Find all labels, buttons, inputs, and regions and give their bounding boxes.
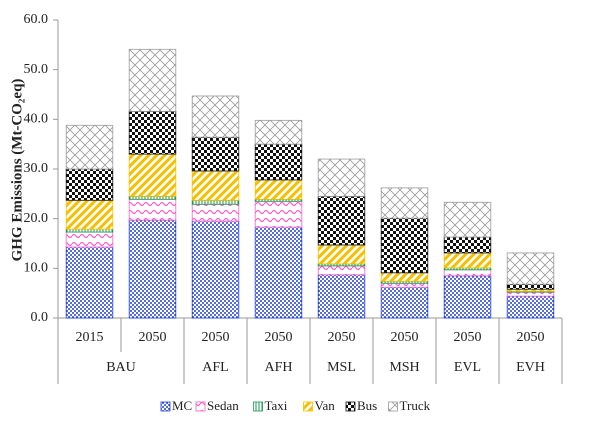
x-tick-label: 2050	[328, 330, 356, 345]
bar-segment	[317, 195, 366, 246]
bar-segment	[317, 265, 366, 276]
bar-segment	[191, 203, 240, 222]
legend-swatch	[160, 401, 171, 412]
bar-segment	[254, 226, 303, 319]
bar-segment	[317, 274, 366, 319]
bar-segment	[191, 170, 240, 201]
y-tick-label: 30.0	[24, 161, 49, 176]
bar-segment	[254, 143, 303, 181]
bar-segment	[128, 198, 177, 221]
x-tick-label: 2050	[139, 330, 167, 345]
bar-segment	[506, 295, 555, 319]
bar-segment	[380, 282, 429, 288]
bar-segment	[506, 291, 555, 297]
bar-segment	[380, 272, 429, 282]
bar-segment	[128, 195, 177, 200]
bar-segment	[506, 283, 555, 290]
y-tick-label: 60.0	[24, 12, 49, 27]
group-label: AFH	[264, 360, 292, 375]
x-tick-label: 2050	[454, 330, 482, 345]
bar-segment	[191, 220, 240, 319]
y-tick-label: 50.0	[24, 62, 49, 77]
group-label: EVL	[454, 360, 481, 375]
group-label: MSH	[389, 360, 419, 375]
bar-segment	[254, 119, 303, 145]
x-tick-label: 2015	[76, 330, 104, 345]
y-axis-title: GHG Emissions (Mt-CO₂eq)	[9, 79, 25, 262]
bar-segment	[191, 136, 240, 172]
legend-swatch	[253, 401, 263, 412]
bar-segment	[317, 158, 366, 197]
y-tick-label: 0.0	[31, 310, 49, 325]
bar-segment	[254, 200, 303, 228]
legend-label: Bus	[357, 398, 377, 413]
bar-segment	[506, 252, 555, 285]
bar-segment	[380, 286, 429, 319]
bar-segment	[191, 95, 240, 138]
bar-segment	[443, 236, 492, 254]
bar-segment	[65, 124, 114, 170]
bar-segment	[254, 179, 303, 200]
legend-label: Taxi	[265, 398, 288, 413]
bar-segment	[380, 187, 429, 219]
bar-segment	[65, 231, 114, 248]
bar-segment	[191, 199, 240, 205]
bar-segment	[65, 246, 114, 319]
bar-segment	[128, 219, 177, 319]
y-tick-label: 10.0	[24, 261, 49, 276]
bar-segment	[65, 199, 114, 230]
legend-label: Van	[315, 398, 336, 413]
group-label: BAU	[106, 360, 136, 375]
bar-segment	[317, 244, 366, 265]
legend-swatch	[388, 401, 398, 412]
bar-segment	[380, 217, 429, 274]
group-label: MSL	[327, 360, 356, 375]
legend-swatch	[303, 401, 313, 412]
legend-swatch	[345, 401, 356, 412]
legend-swatch	[195, 401, 206, 412]
group-label: AFL	[202, 360, 228, 375]
bar-segment	[443, 201, 492, 238]
x-tick-label: 2050	[202, 330, 230, 345]
bar-segment	[128, 110, 177, 155]
bar-segment	[443, 269, 492, 277]
legend-label: MC	[172, 398, 192, 413]
bar-segment	[443, 275, 492, 319]
group-label: EVH	[516, 360, 545, 375]
x-tick-label: 2050	[391, 330, 419, 345]
y-tick-label: 40.0	[24, 112, 49, 127]
y-tick-label: 20.0	[24, 211, 49, 226]
bar-segment	[443, 252, 492, 269]
x-tick-label: 2050	[517, 330, 545, 345]
legend-label: Sedan	[207, 398, 239, 413]
legend-label: Truck	[400, 398, 431, 413]
bar-segment	[65, 168, 114, 201]
bar-segment	[128, 153, 177, 197]
bar-segment	[128, 48, 177, 112]
x-tick-label: 2050	[265, 330, 293, 345]
bar-segment	[65, 228, 114, 233]
